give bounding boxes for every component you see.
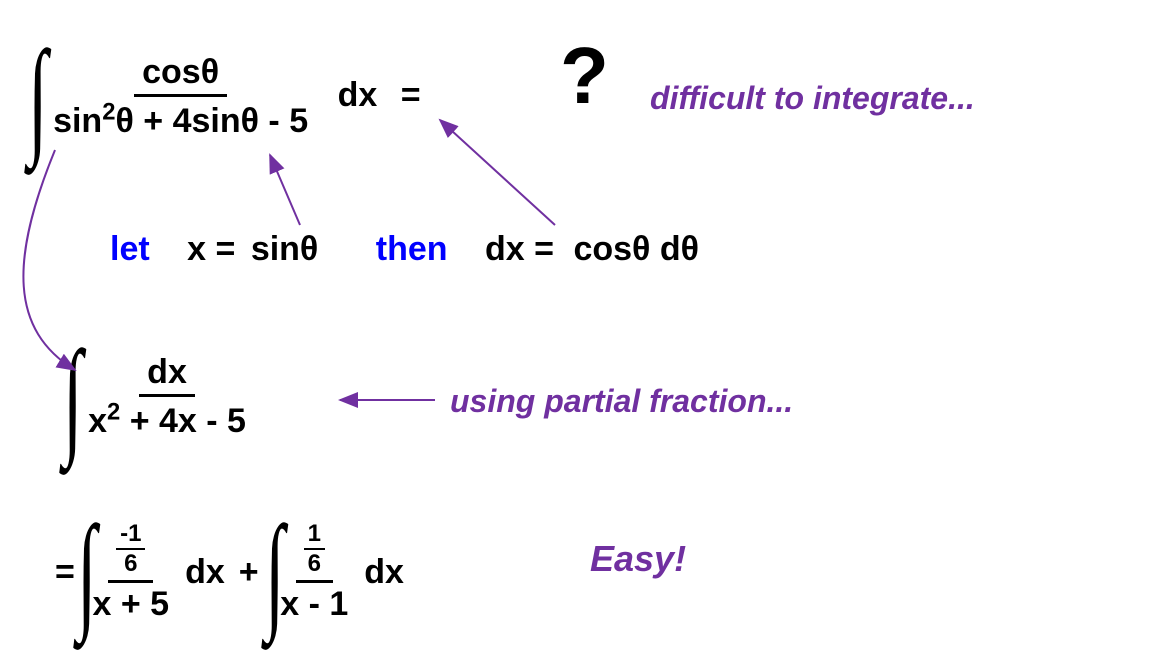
fraction-4: 1 6 x - 1 bbox=[272, 520, 356, 624]
frac1-denominator: sin2θ + 4sinθ - 5 bbox=[45, 97, 316, 141]
sub-lhs: x = bbox=[187, 230, 235, 268]
arrow-icon bbox=[440, 120, 555, 225]
dx-rhs: cosθ dθ bbox=[573, 230, 699, 268]
frac2-denominator: x2 + 4x - 5 bbox=[80, 397, 254, 441]
then-label: then bbox=[376, 230, 448, 268]
note-difficult: difficult to integrate... bbox=[650, 80, 975, 117]
t1-den: x + 5 bbox=[84, 583, 177, 624]
fraction-3: -1 6 x + 5 bbox=[84, 520, 177, 624]
t1-num-bot: 6 bbox=[120, 550, 141, 578]
sub-rhs: sinθ bbox=[251, 230, 319, 268]
frac4-numerator: 1 6 bbox=[296, 520, 333, 583]
note-partial-fraction: using partial fraction... bbox=[450, 383, 793, 420]
t2-num-top: 1 bbox=[304, 520, 325, 550]
equals-2: = bbox=[55, 553, 75, 592]
equals-1: = bbox=[401, 76, 421, 114]
t2-num-bot: 6 bbox=[304, 550, 325, 578]
dx-1: dx bbox=[338, 76, 378, 114]
frac1-den-text: sin2θ + 4sinθ - 5 bbox=[53, 102, 308, 140]
plus: + bbox=[239, 553, 259, 592]
integral-sign-icon: ∫ bbox=[28, 45, 48, 149]
dx-t1: dx bbox=[185, 553, 225, 592]
frac2-den-text: x2 + 4x - 5 bbox=[88, 402, 246, 440]
row3-integral: ∫ dx x2 + 4x - 5 bbox=[75, 345, 254, 449]
frac2-numerator: dx bbox=[139, 353, 195, 397]
integral-sign-icon: ∫ bbox=[265, 520, 285, 624]
integral-sign-icon: ∫ bbox=[63, 345, 83, 449]
fraction-1: cosθ sin2θ + 4sinθ - 5 bbox=[45, 53, 316, 141]
row1-integral: ∫ cosθ sin2θ + 4sinθ - 5 dx = bbox=[40, 45, 421, 149]
frac3-numerator: -1 6 bbox=[108, 520, 153, 583]
frac1-numerator: cosθ bbox=[134, 53, 227, 97]
note-easy: Easy! bbox=[590, 538, 686, 580]
t1-num-top: -1 bbox=[116, 520, 145, 550]
arrow-icon bbox=[270, 155, 300, 225]
fraction-2: dx x2 + 4x - 5 bbox=[80, 353, 254, 441]
row4: = ∫ -1 6 x + 5 dx + ∫ 1 6 x - 1 dx bbox=[55, 520, 404, 624]
integral-sign-icon: ∫ bbox=[77, 520, 97, 624]
question-mark: ? bbox=[560, 30, 609, 122]
t2-den: x - 1 bbox=[272, 583, 356, 624]
dx-t2: dx bbox=[364, 553, 404, 592]
let-label: let bbox=[110, 230, 150, 268]
row2: let x = sinθ then dx = cosθ dθ bbox=[110, 230, 699, 269]
dx-lhs: dx = bbox=[485, 230, 554, 268]
